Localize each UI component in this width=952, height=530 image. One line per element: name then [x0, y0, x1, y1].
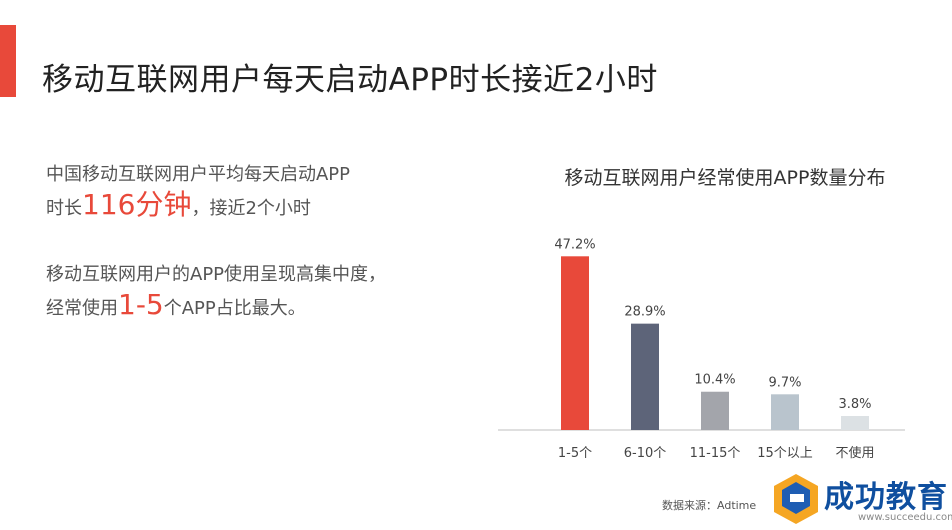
- paragraph-line: 移动互联网用户的APP使用呈现高集中度，: [46, 264, 387, 285]
- bar-0: [561, 256, 589, 430]
- bar-1: [631, 323, 659, 430]
- highlight-minutes: 116分钟: [82, 188, 192, 221]
- title-accent-bar: [0, 25, 16, 97]
- logo-name: 成功教育: [824, 480, 948, 515]
- paragraph-text: ，接近2个小时: [191, 198, 311, 219]
- data-label-1: 28.9%: [624, 305, 665, 320]
- highlight-app-count: 1-5: [118, 288, 164, 321]
- data-label-3: 9.7%: [768, 375, 801, 390]
- logo-mark-icon: [774, 474, 818, 524]
- watermark-logo: 成功教育 www.succeedu.com: [760, 470, 952, 530]
- data-label-2: 10.4%: [694, 373, 735, 388]
- category-label-4: 不使用: [835, 445, 874, 461]
- logo-url: www.succeedu.com: [858, 512, 952, 523]
- bar-2: [701, 391, 729, 430]
- paragraph-line: 中国移动互联网用户平均每天启动APP: [46, 164, 351, 185]
- paragraph-line: 经常使用1-5个APP占比最大。: [46, 290, 386, 324]
- data-label-4: 3.8%: [838, 397, 871, 412]
- paragraph-text: 时长: [46, 198, 82, 219]
- data-label-0: 47.2%: [554, 237, 595, 252]
- paragraph-usage-time: 中国移动互联网用户平均每天启动APP 时长116分钟，接近2个小时: [46, 160, 350, 224]
- source-note: 数据来源：Adtime: [662, 499, 757, 512]
- chart-title: 移动互联网用户经常使用APP数量分布: [564, 167, 886, 189]
- paragraph-text: 经常使用: [46, 298, 118, 319]
- category-label-2: 11-15个: [690, 446, 741, 461]
- paragraph-line: 时长116分钟，接近2个小时: [46, 190, 350, 224]
- bar-3: [771, 394, 799, 430]
- app-count-bar-chart: 47.2% 1-5个 28.9% 6-10个 10.4% 11-15个 9.7% 15个以上 3…: [498, 237, 905, 461]
- paragraph-text: 个APP占比最大。: [163, 298, 306, 319]
- category-label-1: 6-10个: [624, 446, 667, 461]
- page-title: 移动互联网用户每天启动APP时长接近2小时: [42, 62, 658, 98]
- paragraph-app-concentration: 移动互联网用户的APP使用呈现高集中度， 经常使用1-5个APP占比最大。: [46, 260, 386, 324]
- bar-4: [841, 416, 869, 430]
- category-label-0: 1-5个: [558, 446, 592, 461]
- category-label-3: 15个以上: [757, 446, 813, 461]
